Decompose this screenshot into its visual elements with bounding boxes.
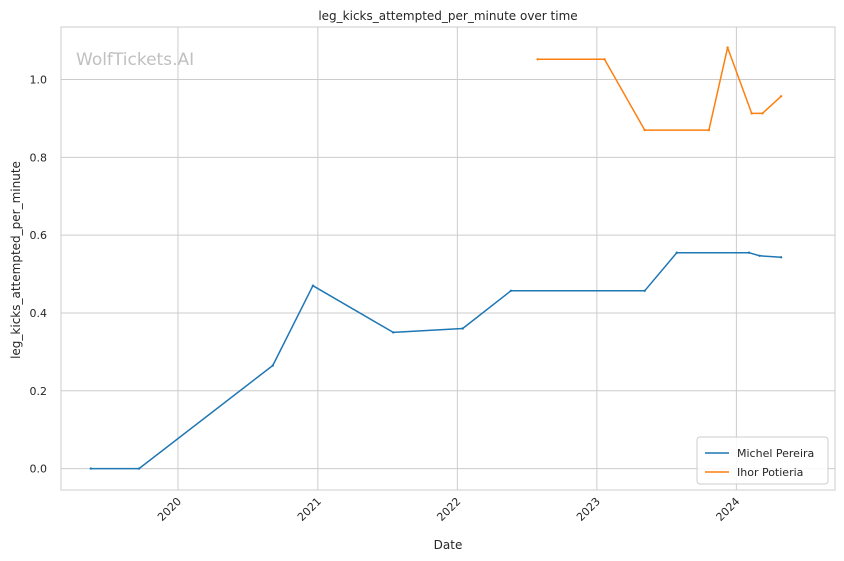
chart-title: leg_kicks_attempted_per_minute over time — [318, 9, 577, 23]
data-point-ihor-potieria — [750, 112, 753, 115]
data-point-michel-pereira — [747, 251, 751, 254]
data-point-michel-pereira — [461, 327, 464, 330]
series-layer — [89, 46, 783, 470]
y-tick-label: 0.8 — [30, 151, 48, 164]
data-point-ihor-potieria — [761, 112, 764, 115]
x-axis-title: Date — [434, 538, 463, 552]
y-tick-label: 0.0 — [30, 463, 48, 476]
data-point-ihor-potieria — [779, 95, 783, 98]
data-point-ihor-potieria — [726, 46, 729, 49]
data-point-michel-pereira — [509, 289, 513, 292]
data-point-michel-pereira — [137, 467, 141, 470]
y-tick-label: 0.4 — [30, 307, 48, 320]
data-point-michel-pereira — [779, 256, 783, 259]
data-point-ihor-potieria — [536, 58, 539, 61]
data-point-ihor-potieria — [603, 58, 606, 61]
y-axis-title: leg_kicks_attempted_per_minute — [9, 161, 23, 359]
legend-label-michel-pereira: Michel Pereira — [737, 447, 814, 460]
y-tick-label: 0.6 — [30, 229, 48, 242]
data-point-michel-pereira — [89, 467, 93, 470]
legend-box — [696, 436, 829, 485]
plot-area: WolfTickets.AI — [60, 26, 836, 491]
series-line-ihor-potieria — [536, 46, 782, 131]
y-tick-label: 0.2 — [30, 385, 48, 398]
y-gridlines — [61, 79, 835, 470]
y-tick-label: 1.0 — [30, 74, 48, 87]
data-point-michel-pereira — [311, 284, 315, 287]
series-line-michel-pereira — [90, 251, 782, 470]
data-point-michel-pereira — [271, 364, 274, 367]
data-point-ihor-potieria — [707, 128, 711, 132]
data-point-michel-pereira — [643, 289, 646, 292]
data-point-ihor-potieria — [643, 128, 646, 132]
x-gridlines — [177, 27, 737, 490]
data-point-michel-pereira — [392, 331, 395, 334]
data-point-michel-pereira — [675, 251, 678, 254]
legend: Michel Pereira Ihor Potieria — [696, 436, 829, 485]
data-point-michel-pereira — [758, 254, 761, 257]
legend-label-ihor-potieria: Ihor Potieria — [737, 466, 803, 479]
y-axis-ticks: 0.0 0.2 0.4 0.6 0.8 1.0 — [30, 74, 48, 476]
watermark-text: WolfTickets.AI — [76, 50, 194, 70]
plot-frame — [60, 26, 836, 491]
